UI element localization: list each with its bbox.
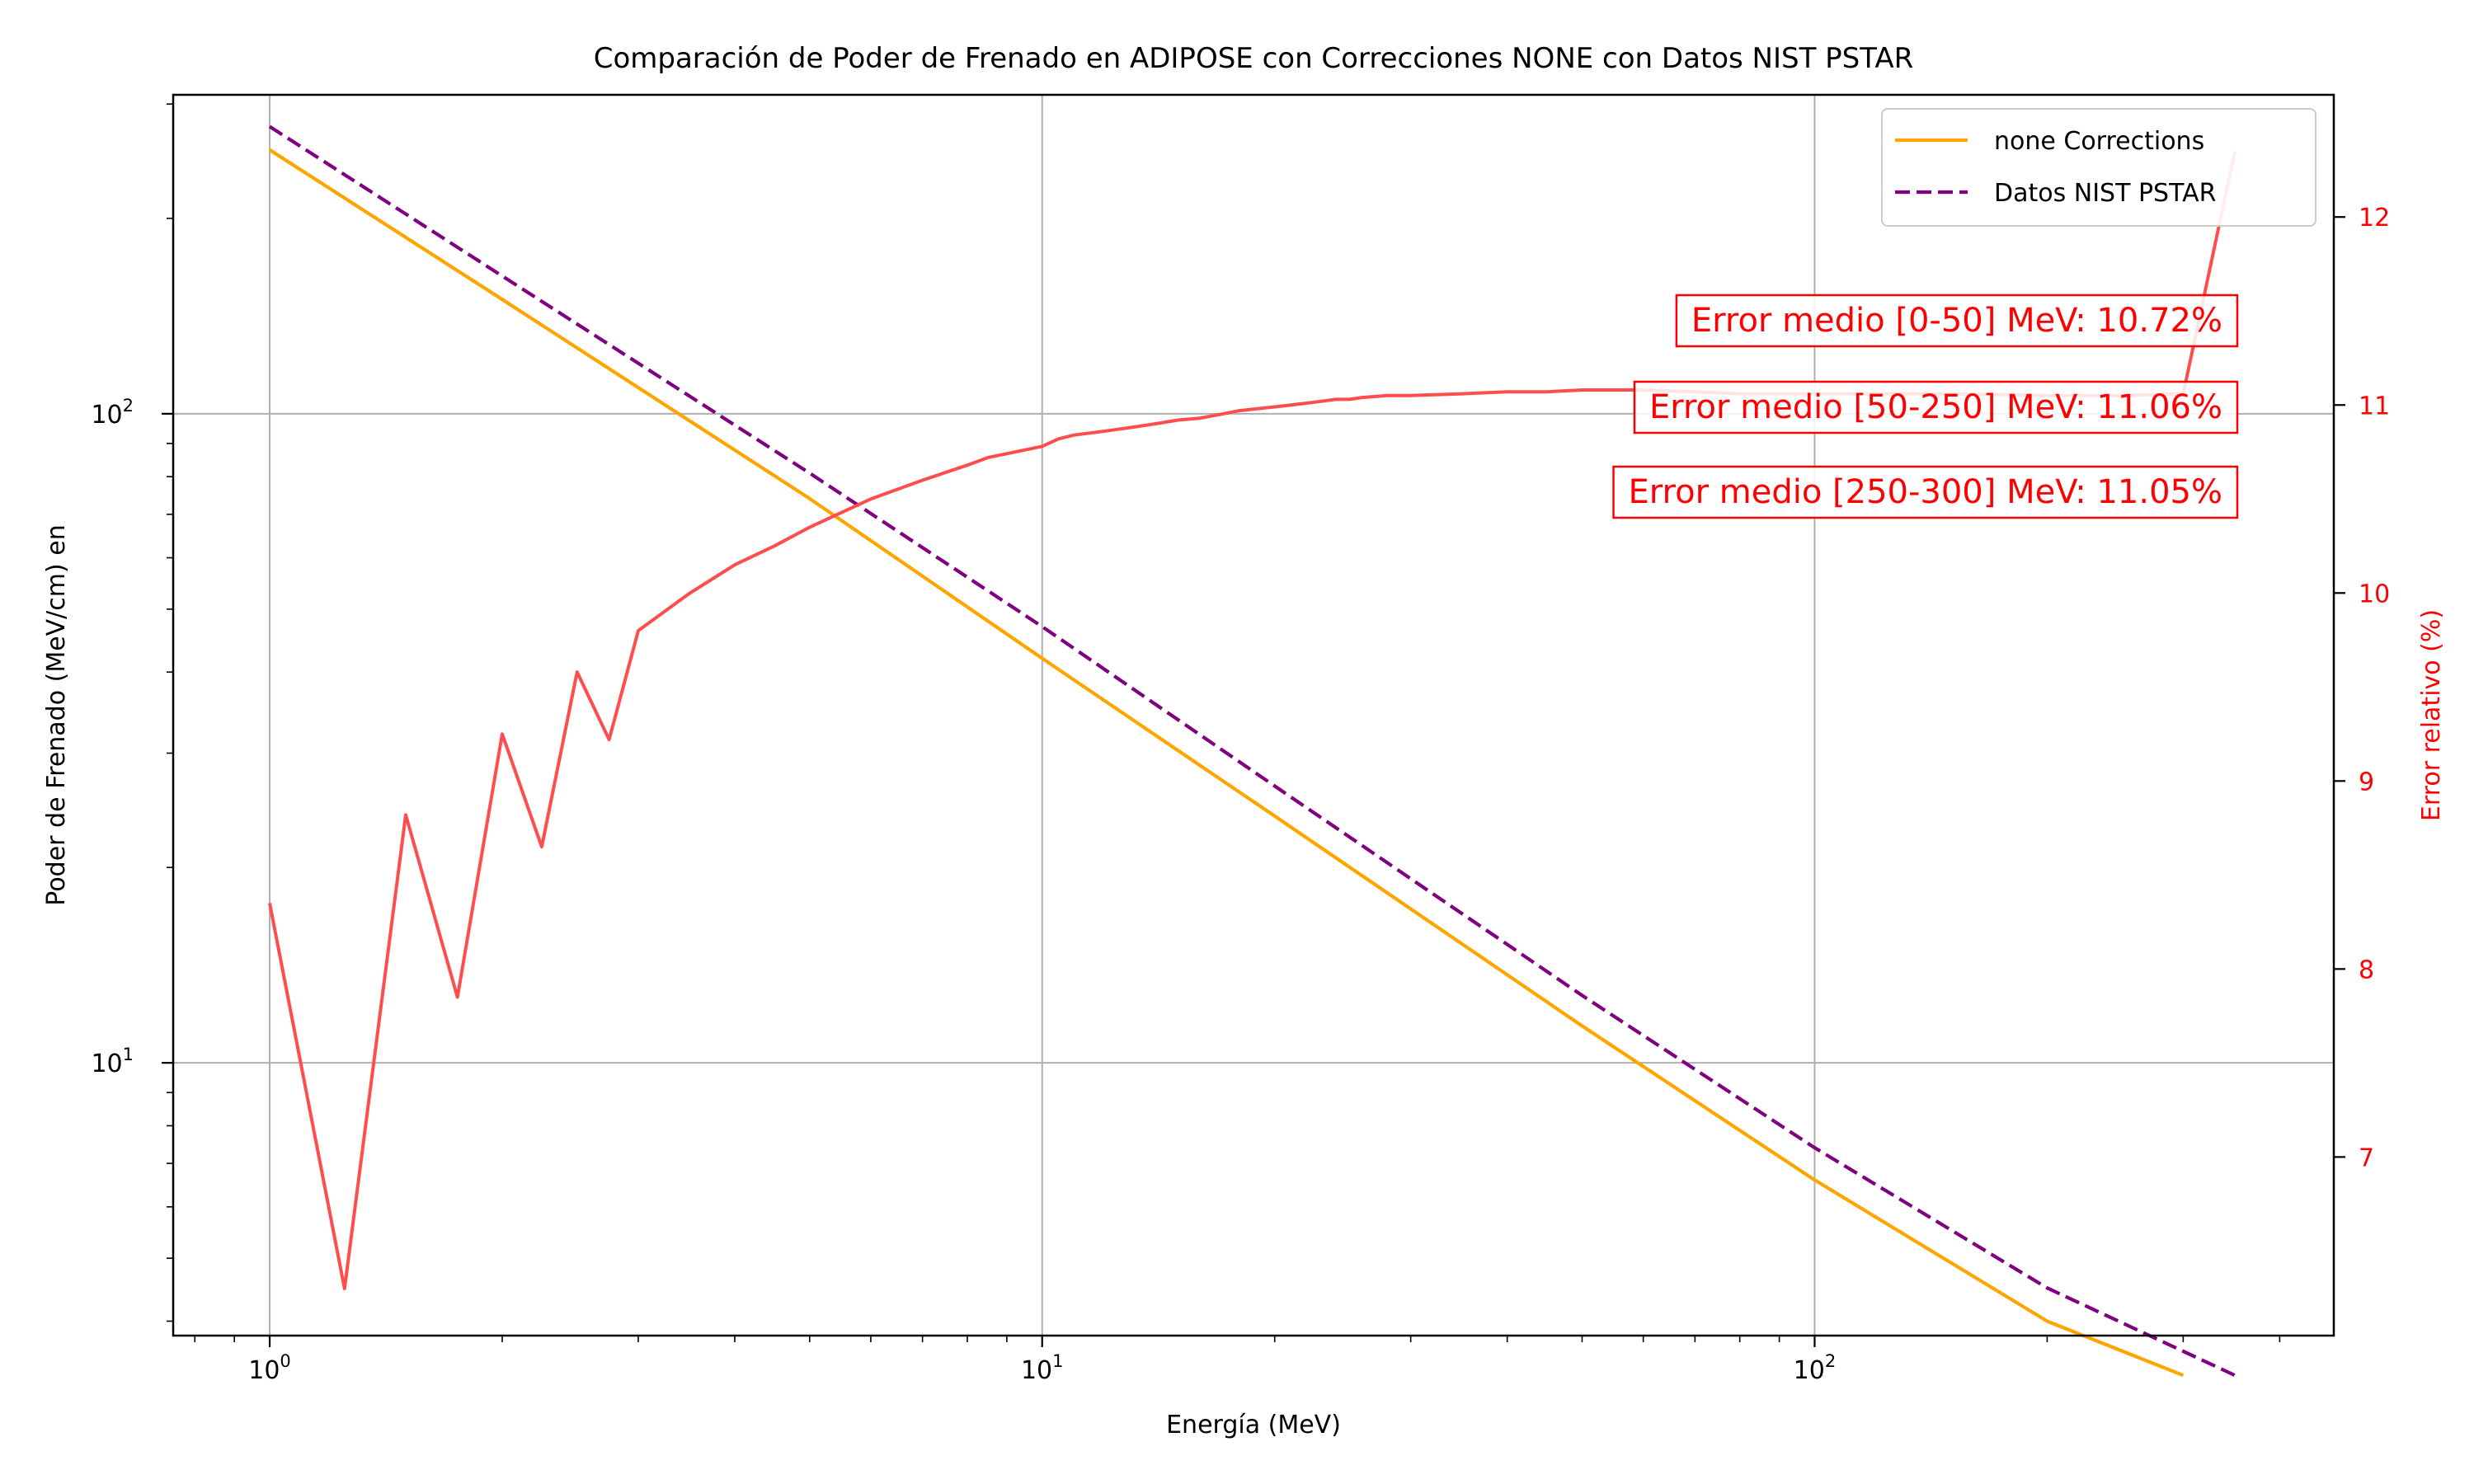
chart-title: Comparación de Poder de Frenado en ADIPO…: [594, 42, 1914, 75]
y2-tick-label: 11: [2359, 392, 2390, 420]
y2-tick-label: 8: [2359, 956, 2374, 984]
y2-tick-label: 9: [2359, 768, 2374, 796]
y2-tick-label: 7: [2359, 1144, 2374, 1172]
series-line: [268, 124, 2236, 1378]
plot-frame: [172, 93, 2335, 1337]
y-axis-label: Poder de Frenado (MeV/cm) en: [42, 524, 71, 905]
error-annotations: Error medio [0-50] MeV: 10.72% Error medi…: [1612, 294, 2239, 519]
error-annotation-box: [1675, 294, 2239, 348]
error-annotation-box: [1612, 465, 2239, 519]
error-annotation-box: [1633, 380, 2239, 434]
right-y-axis-label: Error relativo (%): [2417, 609, 2446, 821]
legend-label: none Corrections: [1994, 127, 2204, 156]
x-axis-label: Energía (MeV): [1166, 1411, 1341, 1439]
series-line: [268, 150, 2237, 1290]
error-annotation-text: Error medio [250-300] MeV: 11.05%: [1629, 473, 2222, 511]
legend-label: Datos NIST PSTAR: [1994, 179, 2216, 208]
left-axis-series: [268, 124, 2236, 1378]
error-annotation-text: Error medio [50-250] MeV: 11.06%: [1649, 388, 2222, 426]
error-annotation-text: Error medio [0-50] MeV: 10.72%: [1691, 302, 2222, 340]
y2-tick-label: 12: [2359, 204, 2390, 232]
right-axis-series: [268, 150, 2237, 1290]
legend-box: [1881, 108, 2316, 227]
legend: none Corrections Datos NIST PSTAR: [1881, 108, 2316, 227]
series-line: [268, 148, 2185, 1378]
y2-tick-label: 10: [2359, 580, 2390, 608]
